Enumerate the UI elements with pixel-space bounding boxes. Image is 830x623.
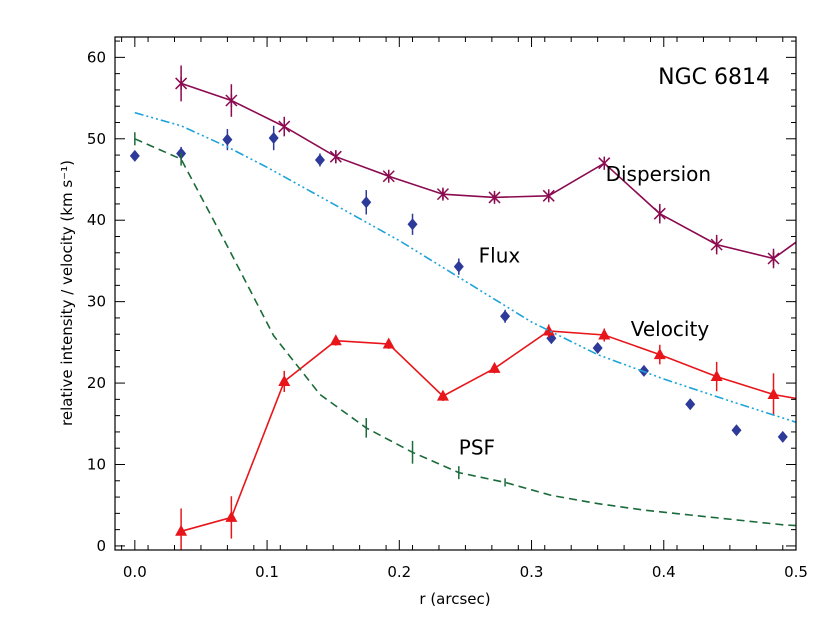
velocity-point	[175, 524, 188, 536]
velocity-point	[488, 361, 501, 373]
dispersion-point	[436, 187, 449, 201]
velocity-point	[382, 337, 395, 349]
flux-point	[361, 196, 372, 209]
x-tick-label: 0.4	[652, 563, 676, 581]
series-label: Velocity	[631, 317, 710, 341]
x-tick-label: 0.5	[784, 563, 808, 581]
plot-area: Dispersion Flux Velocity PSF	[129, 65, 796, 550]
x-tick-label: 0.2	[387, 563, 411, 581]
flux-point	[314, 153, 325, 166]
velocity-point	[436, 389, 449, 401]
dispersion-point	[653, 207, 666, 221]
velocity-point	[767, 387, 780, 399]
plot-frame	[114, 36, 797, 551]
velocity-point	[710, 370, 723, 382]
flux-point	[407, 218, 418, 231]
x-tick-label: 0.0	[123, 563, 147, 581]
flux-point	[685, 398, 696, 411]
series-label: Dispersion	[606, 162, 712, 186]
y-tick-label: 0	[96, 537, 106, 555]
x-tick-label: 0.1	[255, 563, 279, 581]
y-tick-label: 50	[87, 130, 106, 148]
y-axis-label: relative intensity / velocity (km s⁻¹)	[58, 160, 76, 426]
dispersion-point	[542, 189, 555, 203]
velocity-line	[180, 330, 796, 533]
dispersion-point	[488, 190, 501, 204]
flux-point	[453, 260, 464, 273]
velocity-point	[329, 334, 342, 346]
series-group	[129, 65, 796, 550]
dispersion-point	[225, 94, 238, 108]
y-tick-label: 30	[87, 293, 106, 311]
dispersion-point	[175, 76, 188, 90]
velocity-point	[598, 328, 611, 340]
velocity-point	[653, 348, 666, 360]
axis-ticks: 0.0 0.1 0.2 0.3 0.4 0.5 0 10 20 30 40 50 60	[87, 37, 808, 581]
flux-point	[777, 430, 788, 443]
flux-point	[222, 133, 233, 146]
velocity-point	[542, 324, 555, 336]
flux-point	[500, 310, 511, 323]
series-label: Flux	[479, 244, 521, 268]
dispersion-point	[382, 169, 395, 183]
flux-point	[592, 342, 603, 355]
y-tick-label: 20	[87, 374, 106, 392]
x-axis-label: r (arcsec)	[419, 590, 490, 608]
dispersion-point	[767, 251, 780, 265]
flux-point	[268, 131, 279, 144]
dispersion-point	[329, 150, 342, 164]
y-tick-label: 40	[87, 211, 106, 229]
series-labels: Dispersion Flux Velocity PSF	[459, 162, 711, 460]
flux-point	[731, 424, 742, 437]
dispersion-point	[598, 156, 611, 170]
model-curve-line	[134, 111, 796, 423]
chart-annotation: NGC 6814	[658, 65, 770, 90]
series-label: PSF	[459, 436, 495, 460]
x-tick-label: 0.3	[520, 563, 544, 581]
y-tick-label: 60	[87, 48, 106, 66]
velocity-point	[278, 374, 291, 386]
velocity-point	[225, 510, 238, 522]
flux-point	[129, 149, 140, 162]
psf-curve-line	[134, 138, 796, 527]
dispersion-point	[710, 238, 723, 252]
dispersion-point	[278, 120, 291, 134]
y-tick-label: 10	[87, 456, 106, 474]
